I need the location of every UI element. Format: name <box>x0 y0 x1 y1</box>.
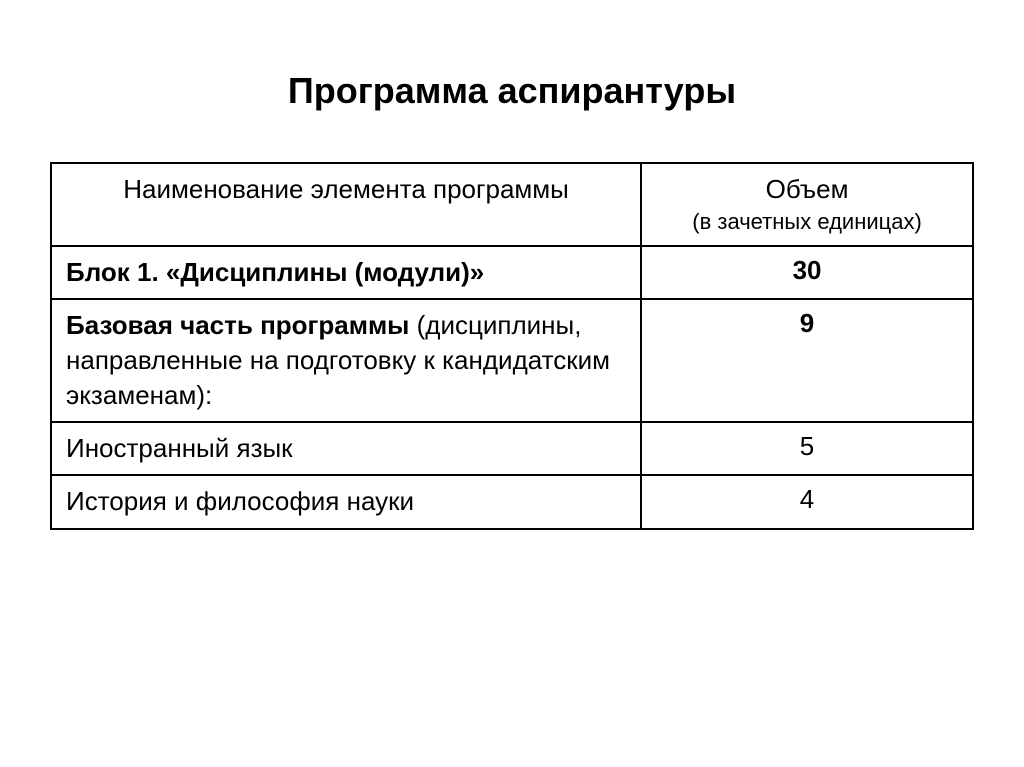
curriculum-table: Наименование элемента программы Объем (в… <box>50 162 974 530</box>
cell-name: Иностранный язык <box>51 422 641 475</box>
cell-value: 9 <box>641 299 973 422</box>
cell-name-bold: Блок 1. «Дисциплины (модули)» <box>66 257 484 287</box>
column-header-volume-sublabel: (в зачетных единицах) <box>656 209 958 235</box>
cell-name: Базовая часть программы (дисциплины, нап… <box>51 299 641 422</box>
cell-value: 4 <box>641 475 973 528</box>
cell-name-regular: Иностранный язык <box>66 433 293 463</box>
table-row: Иностранный язык 5 <box>51 422 973 475</box>
column-header-volume: Объем (в зачетных единицах) <box>641 163 973 246</box>
column-header-volume-label: Объем <box>766 174 849 204</box>
column-header-name-label: Наименование элемента программы <box>123 174 569 204</box>
table-row: Блок 1. «Дисциплины (модули)» 30 <box>51 246 973 299</box>
table-header-row: Наименование элемента программы Объем (в… <box>51 163 973 246</box>
cell-name-regular: История и философия науки <box>66 486 414 516</box>
cell-value: 30 <box>641 246 973 299</box>
cell-name: История и философия науки <box>51 475 641 528</box>
cell-value: 5 <box>641 422 973 475</box>
table-row: История и философия науки 4 <box>51 475 973 528</box>
cell-name-bold: Базовая часть программы <box>66 310 409 340</box>
cell-name: Блок 1. «Дисциплины (модули)» <box>51 246 641 299</box>
page-title: Программа аспирантуры <box>50 70 974 112</box>
column-header-name: Наименование элемента программы <box>51 163 641 246</box>
table-row: Базовая часть программы (дисциплины, нап… <box>51 299 973 422</box>
